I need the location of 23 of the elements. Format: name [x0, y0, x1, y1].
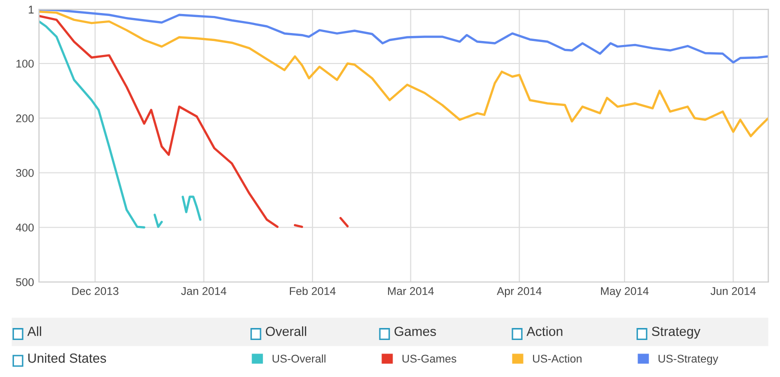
- x-tick-label: Mar 2014: [388, 287, 434, 296]
- x-tick-label: May 2014: [601, 287, 649, 298]
- text: Strategy: [652, 326, 700, 339]
- y-tick-label: 300: [16, 169, 34, 177]
- y-tick-label: 200: [16, 114, 34, 122]
- legend-label: US-Action: [533, 354, 582, 363]
- x-tick-label: Jan 2014: [181, 287, 226, 296]
- x-tick-label: Feb 2014: [290, 286, 336, 296]
- text: United States: [28, 353, 106, 363]
- y-tick-label: 500: [16, 278, 34, 286]
- text: All: [27, 326, 42, 336]
- y-tick-label: 1: [28, 6, 34, 14]
- legend-label: US-Overall: [272, 354, 326, 363]
- y-tick-label: 400: [16, 224, 34, 232]
- text: Action: [526, 326, 562, 336]
- text: Games: [394, 326, 436, 336]
- legend-label: US-Strategy: [658, 354, 718, 365]
- x-tick-label: Apr 2014: [496, 287, 542, 298]
- x-tick-label: Jun 2014: [710, 287, 756, 296]
- legend-label: US-Games: [402, 354, 456, 363]
- x-tick-label: Dec 2013: [72, 287, 118, 296]
- text: Overall: [266, 326, 306, 336]
- y-tick-label: 100: [16, 60, 34, 68]
